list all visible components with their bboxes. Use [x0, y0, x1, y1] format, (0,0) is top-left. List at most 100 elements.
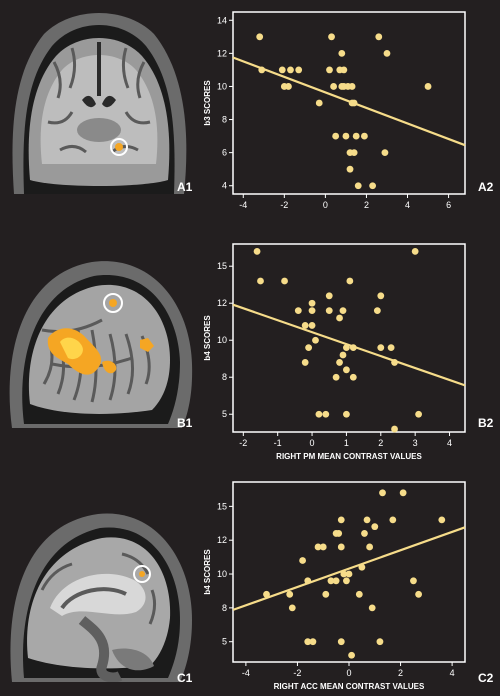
data-point	[346, 277, 354, 285]
data-point	[343, 410, 350, 418]
x-tick-label: 2	[398, 668, 403, 678]
data-point	[337, 638, 345, 646]
data-point	[355, 590, 363, 598]
x-tick-label: 6	[446, 200, 451, 210]
panel-label-b2: B2	[478, 416, 494, 430]
x-tick-label: 4	[447, 438, 452, 448]
x-tick-label: -1	[274, 438, 282, 448]
regression-line	[232, 56, 466, 147]
x-tick-label: 3	[413, 438, 418, 448]
plot-frame	[232, 11, 466, 195]
data-point	[319, 543, 327, 551]
data-point	[308, 307, 316, 315]
scatter-chart-c: -4 -2 0 2 4 5 8 10 12 15 RIGHT ACC MEAN CONTRAST V…	[203, 481, 466, 691]
data-point	[366, 543, 374, 551]
data-point	[286, 590, 294, 598]
data-point	[336, 314, 343, 322]
data-point	[335, 530, 343, 537]
data-point	[314, 543, 322, 551]
y-tick-label: 14	[217, 15, 227, 25]
data-point	[391, 359, 398, 366]
data-point	[308, 322, 316, 329]
x-tick-label: 0	[310, 438, 315, 448]
data-point	[352, 132, 360, 140]
data-point	[383, 49, 391, 57]
data-point	[294, 307, 302, 315]
data-point	[376, 638, 384, 646]
data-point	[379, 489, 386, 497]
data-point	[343, 344, 350, 352]
y-tick-label: 12	[217, 535, 227, 545]
brain-sagittal-image	[2, 234, 196, 428]
data-point	[340, 570, 348, 578]
x-tick-label: 4	[405, 200, 410, 210]
data-point	[332, 373, 340, 381]
data-point	[315, 99, 323, 107]
x-tick-label: 1	[344, 438, 349, 448]
data-point	[415, 410, 422, 418]
brain-midsagittal-image	[2, 480, 196, 682]
data-point	[336, 359, 343, 366]
y-tick-label: 8	[222, 603, 227, 613]
x-axis-label: RIGHT ACC MEAN CONTRAST VALUES	[274, 682, 425, 691]
data-point	[339, 307, 347, 315]
data-point	[304, 638, 312, 646]
data-point	[373, 307, 381, 315]
scatter-chart-a: -4-20246468101214RIGHT AMG MEAN CONTRAST…	[203, 11, 466, 210]
y-tick-label: 8	[222, 115, 227, 125]
data-point	[387, 344, 395, 352]
x-tick-label: 2	[364, 200, 369, 210]
data-point	[281, 277, 288, 285]
x-tick-label: 4	[450, 668, 455, 678]
x-tick-label: 0	[346, 668, 351, 678]
y-axis-label: b3 SCORES	[203, 80, 212, 126]
data-point	[327, 577, 335, 585]
y-tick-label: 12	[217, 48, 227, 58]
data-point	[337, 516, 345, 524]
y-tick-label: 10	[217, 335, 227, 345]
panel-label-c1: C1	[177, 671, 193, 685]
x-tick-label: -2	[293, 668, 301, 678]
data-point	[377, 292, 385, 300]
data-point	[381, 149, 389, 157]
data-point	[410, 577, 417, 585]
data-point	[263, 590, 270, 598]
data-point	[399, 489, 407, 497]
data-point	[304, 577, 312, 585]
data-point	[348, 83, 356, 90]
y-tick-label: 4	[222, 181, 227, 191]
data-point	[330, 83, 338, 90]
data-point	[350, 149, 358, 157]
panel-label-b1: B1	[177, 416, 193, 430]
data-point	[343, 366, 350, 374]
data-point	[411, 248, 419, 255]
y-tick-label: 5	[222, 637, 227, 647]
data-point	[328, 33, 335, 41]
data-point	[371, 523, 379, 531]
data-point	[253, 248, 261, 255]
y-tick-label: 15	[217, 261, 227, 271]
data-point	[354, 182, 362, 190]
y-tick-label: 12	[217, 298, 227, 308]
data-point	[308, 299, 316, 307]
data-point	[350, 99, 358, 107]
data-point	[278, 66, 286, 74]
data-point	[369, 182, 377, 190]
regression-line	[232, 526, 466, 611]
data-point	[305, 344, 313, 352]
data-point	[375, 33, 383, 41]
data-point	[345, 570, 353, 578]
data-point	[288, 604, 296, 612]
data-point	[339, 351, 347, 359]
y-tick-label: 6	[222, 148, 227, 158]
y-tick-label: 10	[217, 81, 227, 91]
y-tick-label: 8	[222, 372, 227, 382]
x-tick-label: -4	[242, 668, 250, 678]
x-tick-label: -2	[239, 438, 247, 448]
data-point	[424, 83, 432, 90]
y-tick-label: 10	[217, 569, 227, 579]
data-point	[361, 530, 368, 537]
panel-label-c2: C2	[478, 671, 494, 685]
